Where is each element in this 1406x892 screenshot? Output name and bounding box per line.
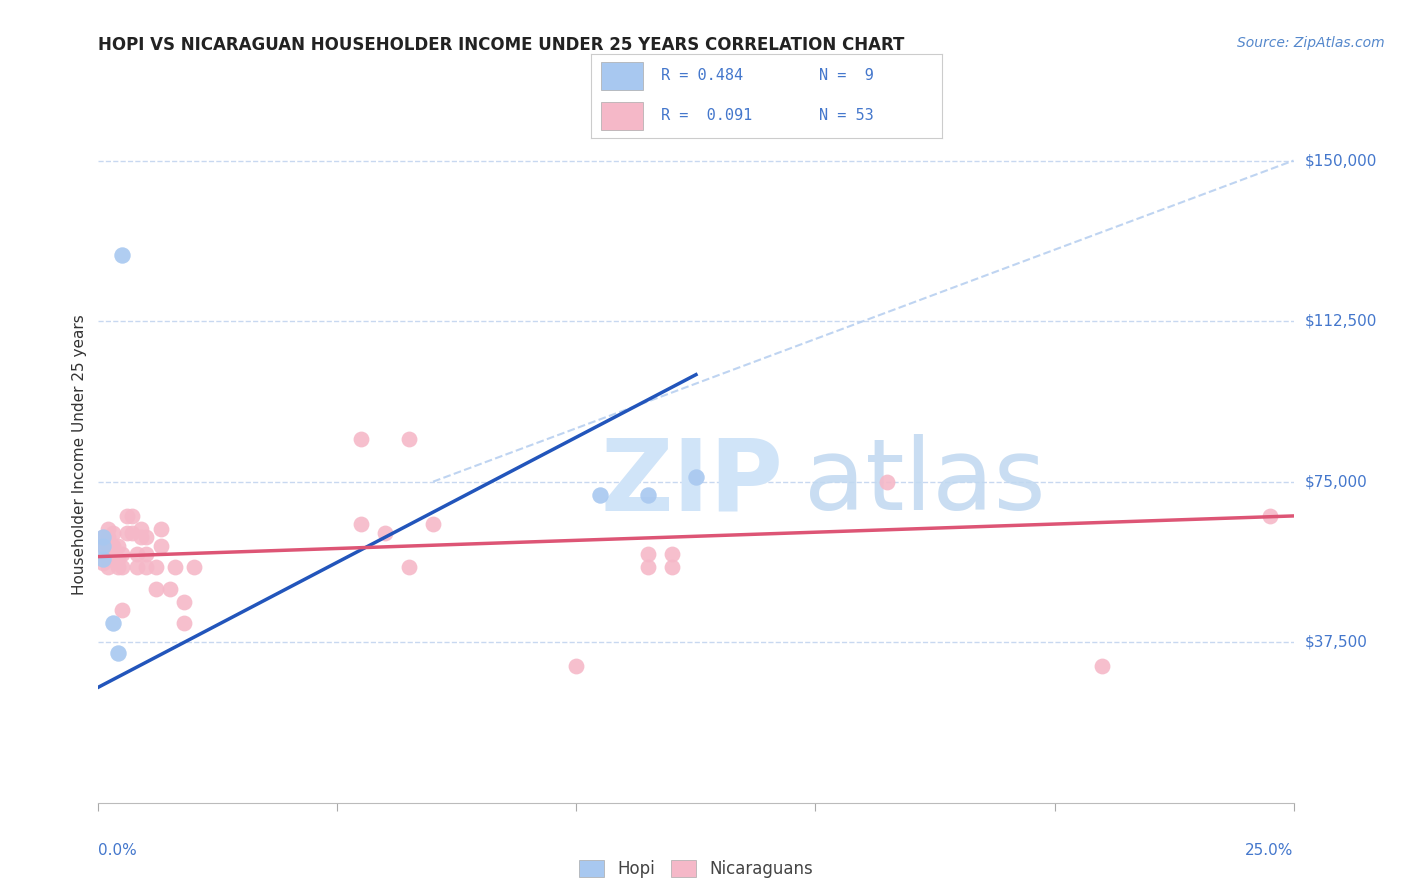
Text: N =  9: N = 9 bbox=[818, 69, 873, 84]
Point bbox=[91, 556, 114, 570]
Point bbox=[661, 560, 683, 574]
Point bbox=[111, 560, 134, 574]
Point bbox=[637, 487, 659, 501]
Point bbox=[97, 560, 120, 574]
Point bbox=[111, 248, 134, 262]
Text: $150,000: $150,000 bbox=[1305, 153, 1376, 168]
Point bbox=[107, 551, 129, 566]
Point bbox=[97, 530, 120, 544]
Point bbox=[374, 526, 396, 541]
Text: R = 0.484: R = 0.484 bbox=[661, 69, 742, 84]
Point bbox=[183, 560, 205, 574]
Point bbox=[91, 539, 114, 553]
Point bbox=[97, 522, 120, 536]
Point bbox=[91, 539, 114, 553]
Point bbox=[637, 548, 659, 562]
Point bbox=[173, 615, 195, 630]
Point bbox=[107, 539, 129, 553]
Point bbox=[97, 539, 120, 553]
Point bbox=[125, 560, 148, 574]
Text: $75,000: $75,000 bbox=[1305, 475, 1368, 489]
Point bbox=[121, 526, 143, 541]
Point bbox=[149, 522, 172, 536]
Point bbox=[145, 560, 167, 574]
Text: ZIP: ZIP bbox=[600, 434, 783, 532]
Point bbox=[876, 475, 898, 489]
Point bbox=[589, 487, 612, 501]
Point bbox=[91, 530, 114, 544]
Point bbox=[1091, 658, 1114, 673]
Point bbox=[422, 517, 444, 532]
Point bbox=[149, 539, 172, 553]
Point bbox=[115, 526, 138, 541]
Point bbox=[135, 560, 157, 574]
Text: R =  0.091: R = 0.091 bbox=[661, 108, 752, 123]
Point bbox=[101, 615, 124, 630]
Point bbox=[135, 548, 157, 562]
Point bbox=[685, 470, 707, 484]
Point bbox=[121, 508, 143, 523]
Point bbox=[145, 582, 167, 596]
Point bbox=[115, 508, 138, 523]
Point bbox=[111, 548, 134, 562]
Bar bbox=[602, 102, 643, 130]
Point bbox=[1258, 508, 1281, 523]
Point bbox=[661, 548, 683, 562]
Text: HOPI VS NICARAGUAN HOUSEHOLDER INCOME UNDER 25 YEARS CORRELATION CHART: HOPI VS NICARAGUAN HOUSEHOLDER INCOME UN… bbox=[98, 36, 905, 54]
Point bbox=[398, 432, 420, 446]
Point bbox=[107, 560, 129, 574]
Point bbox=[131, 530, 153, 544]
Point bbox=[398, 560, 420, 574]
Legend: Hopi, Nicaraguans: Hopi, Nicaraguans bbox=[572, 854, 820, 885]
Point bbox=[131, 522, 153, 536]
Point bbox=[350, 517, 373, 532]
Point bbox=[350, 432, 373, 446]
Point bbox=[565, 658, 588, 673]
Point bbox=[97, 551, 120, 566]
Point bbox=[163, 560, 186, 574]
Point bbox=[101, 526, 124, 541]
Point bbox=[159, 582, 181, 596]
Text: Source: ZipAtlas.com: Source: ZipAtlas.com bbox=[1237, 36, 1385, 50]
Point bbox=[637, 560, 659, 574]
Text: N = 53: N = 53 bbox=[818, 108, 873, 123]
Text: $37,500: $37,500 bbox=[1305, 635, 1368, 649]
Point bbox=[91, 551, 114, 566]
Point bbox=[101, 539, 124, 553]
Y-axis label: Householder Income Under 25 years: Householder Income Under 25 years bbox=[72, 315, 87, 595]
Text: atlas: atlas bbox=[804, 434, 1045, 532]
Point bbox=[173, 594, 195, 608]
Point bbox=[107, 646, 129, 660]
Bar bbox=[602, 62, 643, 90]
Point bbox=[91, 530, 114, 544]
Point bbox=[125, 548, 148, 562]
Text: 25.0%: 25.0% bbox=[1246, 843, 1294, 858]
Point bbox=[101, 551, 124, 566]
Point bbox=[135, 530, 157, 544]
Text: 0.0%: 0.0% bbox=[98, 843, 138, 858]
Text: $112,500: $112,500 bbox=[1305, 314, 1376, 328]
Point bbox=[97, 551, 120, 566]
Point bbox=[111, 603, 134, 617]
